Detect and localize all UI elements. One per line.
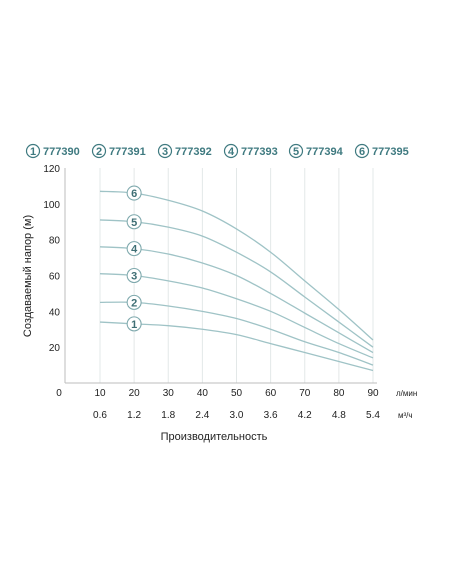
curve-badge-3 <box>126 267 142 284</box>
legend-marker-3 <box>157 143 173 159</box>
legend-marker-4 <box>223 143 239 159</box>
x-tick-label: 10 <box>94 388 106 399</box>
curve-badge-2 <box>126 294 142 310</box>
curves <box>99 190 374 372</box>
legend-number-2: 2 <box>96 146 102 158</box>
legend-marker-2 <box>91 143 107 159</box>
legend-marker-1 <box>25 143 41 159</box>
series-line-5 <box>99 219 374 348</box>
legend-number-6: 6 <box>359 146 365 158</box>
curve-badge-5 <box>126 214 142 230</box>
y-tick-label: 120 <box>43 164 60 175</box>
curve-badge-label-1: 1 <box>131 319 137 331</box>
x-axis-unit: л/мин <box>396 389 417 398</box>
series-line-3 <box>99 273 374 359</box>
series-line-6 <box>99 190 374 341</box>
x-tick-label: 70 <box>299 388 311 399</box>
curve-badge-label-3: 3 <box>131 271 137 283</box>
legend-marker-6 <box>354 143 370 159</box>
x-tick-label: 50 <box>231 388 243 399</box>
legend-number-4: 4 <box>228 146 235 158</box>
x2-tick-label: 2.4 <box>195 410 209 421</box>
x2-tick-label: 1.2 <box>127 410 141 421</box>
x2-tick-label: 4.2 <box>298 410 312 421</box>
y-tick-label: 80 <box>49 236 61 247</box>
x-tick-label: 0 <box>56 388 62 399</box>
x2-tick-label: 3.0 <box>230 410 244 421</box>
legend-code-2: 777391 <box>109 146 146 158</box>
legend-code-5: 777394 <box>306 146 344 158</box>
curve-badge-label-2: 2 <box>131 297 137 309</box>
x2-tick-label: 5.4 <box>366 410 380 421</box>
legend-number-3: 3 <box>162 146 168 158</box>
y-tick-label: 60 <box>49 272 61 283</box>
x2-tick-label: 3.6 <box>264 410 278 421</box>
axes: 20 40 60 80 100 120 0 10 20 30 40 50 60 70 80 90 0.6 1.2 1… <box>43 164 380 421</box>
curve-badge-label-5: 5 <box>131 217 137 229</box>
series-line-4 <box>99 246 374 354</box>
x-tick-label: 40 <box>197 388 209 399</box>
series-line-1 <box>99 321 374 372</box>
curve-badges: 1 2 3 4 5 6 <box>126 185 142 332</box>
x-tick-label: 90 <box>367 388 379 399</box>
curve-badge-6 <box>126 185 142 201</box>
legend-number-5: 5 <box>293 146 299 158</box>
legend-number-1: 1 <box>30 146 36 158</box>
x2-tick-label: 1.8 <box>161 410 175 421</box>
y-tick-label: 40 <box>49 307 61 318</box>
x-tick-label: 30 <box>163 388 175 399</box>
legend: 1 777390 2 777391 3 777392 4 777393 5 777394 6 7773… <box>25 143 409 159</box>
legend-code-3: 777392 <box>175 146 212 158</box>
series-line-2 <box>99 301 374 366</box>
y-axis-title: Создаваемый напор (м) <box>22 215 34 337</box>
legend-code-6: 777395 <box>372 146 409 158</box>
curve-badge-1 <box>126 316 142 332</box>
x-tick-label: 60 <box>265 388 277 399</box>
x2-tick-label: 0.6 <box>93 410 107 421</box>
legend-code-1: 777390 <box>43 146 80 158</box>
grid <box>99 168 374 383</box>
x-axis-title: Производительность <box>161 431 268 443</box>
legend-marker-5 <box>288 143 304 159</box>
legend-code-4: 777393 <box>241 146 278 158</box>
curve-badge-4 <box>126 241 142 257</box>
curve-badge-label-6: 6 <box>131 188 137 200</box>
y-tick-label: 20 <box>49 343 61 354</box>
x2-axis-unit: м³/ч <box>398 411 413 420</box>
x2-tick-label: 4.8 <box>332 410 346 421</box>
y-tick-label: 100 <box>43 200 60 211</box>
curve-badge-label-4: 4 <box>131 244 138 256</box>
x-tick-label: 20 <box>129 388 141 399</box>
x-tick-label: 80 <box>333 388 345 399</box>
